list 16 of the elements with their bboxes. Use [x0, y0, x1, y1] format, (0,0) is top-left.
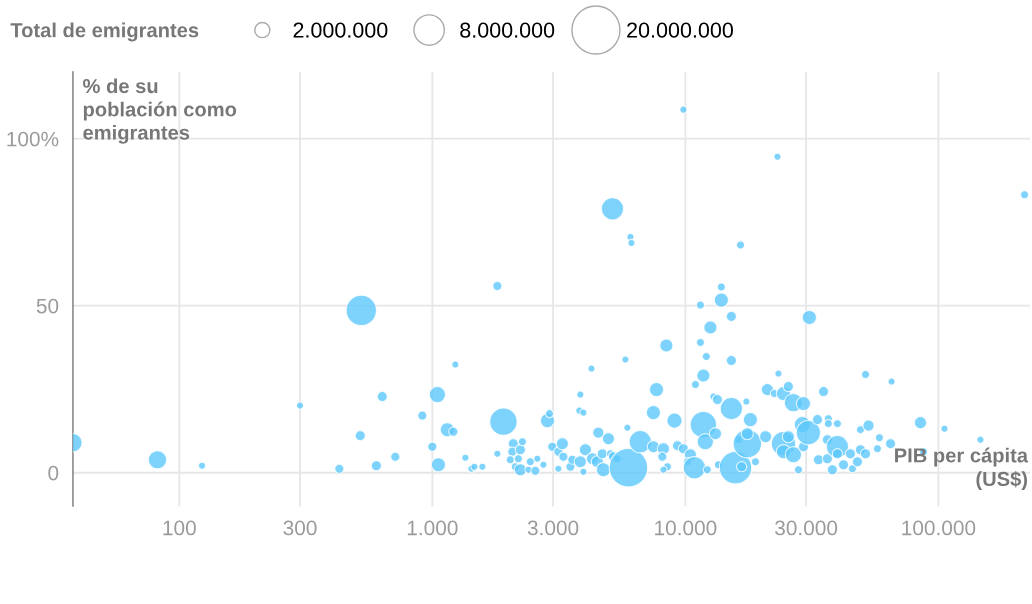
x-tick-label: 10.000	[655, 520, 717, 536]
x-tick-label: 3.000	[527, 520, 579, 536]
y-tick-label: 0	[48, 465, 59, 481]
y-axis-title: % de su población como emigrantes	[83, 78, 237, 144]
x-tick-label: 30.000	[775, 520, 838, 536]
y-tick-label: 100%	[7, 131, 59, 147]
legend-label: 20.000.000	[627, 22, 733, 38]
legend-title: Total de emigrantes	[10, 22, 199, 42]
x-tick-label: 300	[283, 520, 317, 536]
legend-label: 2.000.000	[293, 22, 388, 38]
legend-label: 8.000.000	[460, 22, 555, 38]
x-tick-label: 100	[163, 520, 196, 536]
y-tick-label: 50	[36, 298, 59, 314]
x-tick-label: 1.000	[407, 520, 458, 536]
x-tick-label: 100.000	[902, 520, 976, 536]
x-axis-title: PIB per cápita (US$)	[895, 447, 1029, 491]
